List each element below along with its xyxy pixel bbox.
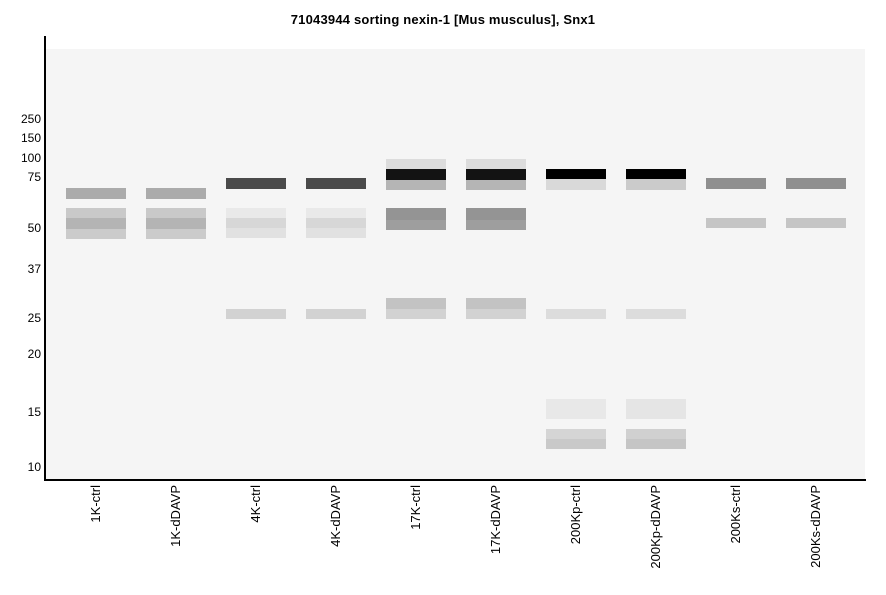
gel-band — [226, 228, 286, 238]
gel-band — [466, 180, 526, 190]
gel-band — [466, 169, 526, 180]
gel-band — [546, 439, 606, 449]
gel-band — [706, 218, 766, 228]
gel-band — [146, 208, 206, 218]
gel-band — [626, 429, 686, 439]
mw-marker-label: 20 — [27, 347, 41, 361]
gel-band — [146, 218, 206, 229]
lane-label: 200Kp-ctrl — [568, 485, 583, 545]
lane-label: 4K-dDAVP — [328, 485, 343, 547]
gel-band — [706, 178, 766, 189]
gel-band — [386, 298, 446, 309]
lane-label: 1K-ctrl — [88, 485, 103, 523]
mw-marker-label: 25 — [27, 311, 41, 325]
mw-marker-label: 100 — [20, 151, 41, 165]
gel-band — [626, 179, 686, 190]
gel-band — [146, 229, 206, 239]
gel-band — [386, 169, 446, 180]
gel-band — [546, 309, 606, 319]
gel-band — [626, 309, 686, 319]
gel-band — [466, 159, 526, 169]
gel-band — [466, 208, 526, 220]
figure-title: 71043944 sorting nexin-1 [Mus musculus],… — [290, 12, 596, 27]
mw-marker-label: 250 — [20, 112, 41, 126]
gel-band — [786, 178, 846, 189]
gel-band — [466, 309, 526, 319]
gel-band — [466, 298, 526, 309]
gel-band — [546, 429, 606, 439]
x-axis-line — [44, 479, 866, 481]
gel-band — [66, 229, 126, 239]
gel-band — [546, 399, 606, 419]
gel-band — [466, 220, 526, 230]
gel-band — [626, 169, 686, 179]
lane-label: 1K-dDAVP — [168, 485, 183, 547]
gel-band — [546, 179, 606, 190]
gel-band — [146, 188, 206, 199]
mw-marker-label: 37 — [27, 262, 41, 276]
lane-label: 17K-ctrl — [408, 485, 423, 530]
gel-band — [306, 208, 366, 218]
gel-band — [226, 208, 286, 218]
gel-band — [386, 220, 446, 230]
mw-marker-label: 150 — [20, 131, 41, 145]
gel-band — [386, 208, 446, 220]
gel-band — [306, 178, 366, 189]
gel-band — [226, 218, 286, 228]
gel-band — [786, 218, 846, 228]
gel-band — [306, 228, 366, 238]
gel-band — [66, 188, 126, 199]
gel-band — [226, 178, 286, 189]
lane-label: 200Ks-ctrl — [728, 485, 743, 544]
gel-band — [306, 218, 366, 228]
mw-marker-label: 50 — [27, 221, 41, 235]
gel-band — [226, 309, 286, 319]
mw-marker-label: 75 — [27, 170, 41, 184]
mw-marker-label: 10 — [27, 460, 41, 474]
lane-label: 200Ks-dDAVP — [808, 485, 823, 568]
gel-band — [626, 439, 686, 449]
gel-band — [386, 180, 446, 190]
lane-label: 200Kp-dDAVP — [648, 485, 663, 569]
gel-band — [546, 169, 606, 179]
gel-band — [306, 309, 366, 319]
mw-marker-label: 15 — [27, 405, 41, 419]
gel-band — [386, 159, 446, 169]
gel-band — [386, 309, 446, 319]
lane-label: 4K-ctrl — [248, 485, 263, 523]
lane-label: 17K-dDAVP — [488, 485, 503, 555]
gel-band — [626, 399, 686, 419]
y-axis-line — [44, 36, 46, 481]
gel-band — [66, 208, 126, 218]
gel-band — [66, 218, 126, 229]
plot-area — [46, 49, 865, 479]
